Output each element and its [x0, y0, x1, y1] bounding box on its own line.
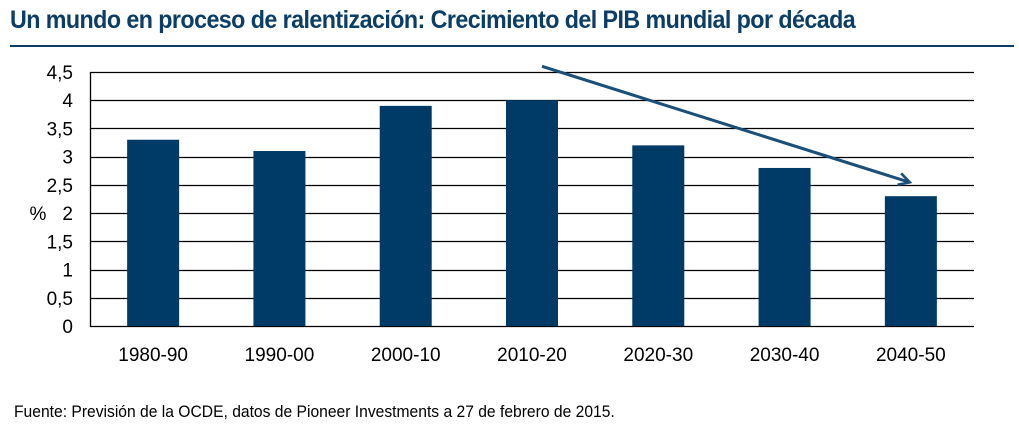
- bar-1980-90: [127, 139, 180, 326]
- x-tick-label: 1990-00: [245, 345, 315, 366]
- x-tick-label: 2020-30: [623, 345, 693, 366]
- x-tick-label: 2010-20: [497, 345, 567, 366]
- bar-2020-30: [632, 145, 685, 326]
- x-tick-label: 2040-50: [876, 345, 946, 366]
- y-tick-label: 3: [62, 148, 73, 169]
- x-tick-label: 1980-90: [118, 345, 188, 366]
- bar-1990-00: [253, 151, 306, 326]
- y-tick-label: 4,5: [47, 63, 73, 84]
- y-axis-label: %: [30, 204, 47, 225]
- bar-2030-40: [758, 167, 811, 326]
- y-tick-label: 1: [62, 261, 73, 282]
- bar-chart: 0 0,5 1 1,5 2 2,5 3 3,5 4 4,5 1980-90 1990-00 2000-…: [30, 63, 974, 366]
- source-note: Fuente: Previsión de la OCDE, datos de P…: [14, 402, 615, 421]
- title-underline: [10, 45, 1014, 47]
- y-tick-label: 0: [62, 317, 73, 338]
- x-tick-label: 2000-10: [371, 345, 441, 366]
- chart-title: Un mundo en proceso de ralentización: Cr…: [10, 6, 856, 34]
- y-tick-label: 2: [62, 204, 73, 225]
- x-tick-labels: 1980-90 1990-00 2000-10 2010-20 2020-30 2030-…: [118, 345, 945, 366]
- y-tick-label: 1,5: [47, 232, 73, 253]
- trend-arrow: [541, 64, 909, 182]
- bar-2040-50: [884, 196, 937, 326]
- y-tick-label: 4: [62, 91, 73, 112]
- x-tick-label: 2030-40: [750, 345, 820, 366]
- y-tick-labels: 0 0,5 1 1,5 2 2,5 3 3,5 4 4,5: [47, 63, 74, 338]
- y-tick-label: 0,5: [47, 289, 73, 310]
- y-tick-label: 2,5: [47, 176, 73, 197]
- trend-annotation: [541, 64, 909, 182]
- bar-2000-10: [379, 105, 432, 326]
- bars: [127, 100, 937, 326]
- y-tick-label: 3,5: [47, 119, 73, 140]
- bar-2010-20: [506, 100, 558, 326]
